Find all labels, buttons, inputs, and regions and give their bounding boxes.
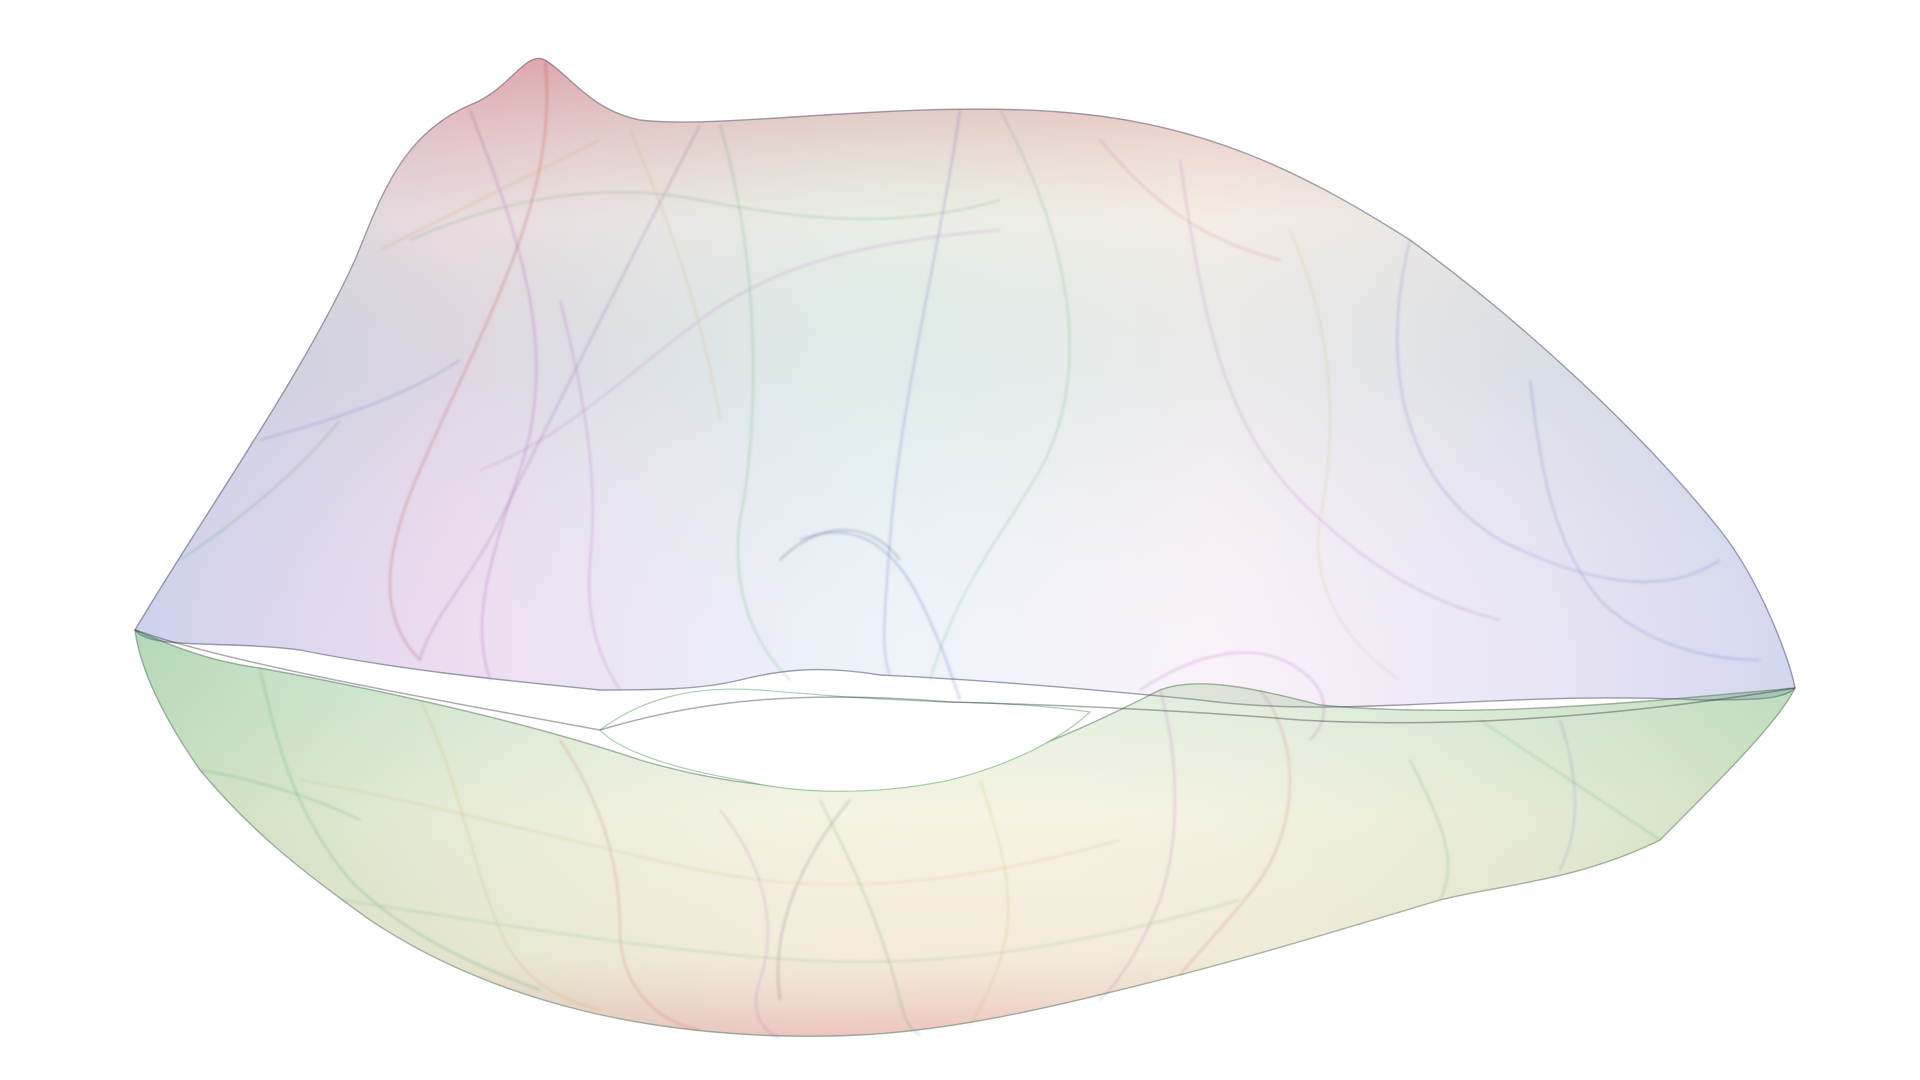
ribbon-filament [1409, 759, 1449, 901]
lower-lip [134, 628, 1797, 1037]
ribbon-filament [469, 109, 537, 681]
ribbon-filament [1479, 719, 1661, 841]
ribbon-filament [883, 109, 961, 676]
ribbon-filament [1529, 379, 1761, 661]
ribbon-filament [629, 129, 721, 421]
ribbon-filament [379, 139, 601, 251]
upper-lip-tint [135, 58, 1795, 708]
ribbon-filament [719, 809, 781, 1039]
lower-lip-filaments [199, 652, 1661, 1039]
ribbon-filament [419, 699, 601, 1011]
ribbon-filament [559, 299, 621, 691]
ribbon-filament [777, 799, 851, 1001]
ribbon-filament [1179, 159, 1501, 621]
ribbon-filament [969, 779, 1009, 1026]
ribbon-filament [199, 769, 361, 821]
ribbon-filament [259, 667, 541, 991]
lower-lip-side-tint [135, 630, 1795, 1037]
upper-lip-filaments [179, 61, 1761, 701]
ribbon-filament [339, 899, 1241, 963]
ribbon-filament [299, 779, 1121, 886]
ribbon-filament [1099, 139, 1281, 261]
ribbon-filament [1139, 652, 1325, 741]
ribbon-filament [479, 229, 1001, 471]
ribbon-filament [1396, 239, 1721, 583]
ribbon-filament [1099, 689, 1176, 1001]
ribbon-filament [559, 739, 701, 1031]
ribbon-filament [779, 529, 901, 561]
ribbon-filament [929, 109, 1071, 681]
mouth-opening [599, 688, 1092, 792]
ribbon-filament [719, 124, 791, 681]
ribbon-filament [409, 191, 1001, 241]
ribbon-filament [1289, 229, 1401, 681]
lip-line [134, 629, 1796, 731]
ribbon-filament [419, 124, 701, 661]
ribbon-filament [799, 531, 961, 701]
ribbon-filament [179, 419, 341, 561]
ribbon-filament [1559, 719, 1576, 871]
ribbon-filament [259, 359, 461, 441]
ribbon-filament [1179, 689, 1291, 976]
upper-lip [134, 57, 1796, 708]
